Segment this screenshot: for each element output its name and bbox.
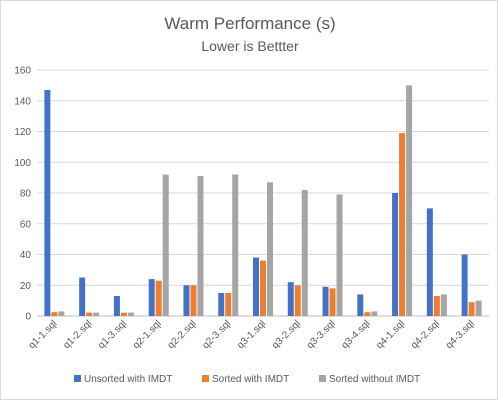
- y-tick-label: 160: [14, 66, 31, 77]
- x-tick-label: q4-3.sql: [444, 318, 477, 351]
- bar: [371, 311, 378, 316]
- x-tick-label: q2-2.sql: [166, 318, 199, 351]
- bar: [364, 312, 371, 316]
- y-tick-label: 0: [25, 312, 31, 323]
- x-tick-label: q1-2.sql: [61, 318, 94, 351]
- bar: [79, 277, 86, 316]
- x-tick-label: q4-1.sql: [374, 318, 407, 351]
- bar: [232, 174, 239, 316]
- bar: [468, 302, 475, 316]
- bar: [267, 182, 273, 316]
- x-tick-label: q3-3.sql: [305, 318, 338, 351]
- legend-label: Sorted without IMDT: [329, 374, 420, 385]
- gridlines: [37, 69, 489, 317]
- x-tick-label: q2-1.sql: [131, 318, 164, 351]
- bar: [260, 260, 266, 316]
- bar: [475, 300, 482, 316]
- bar: [51, 312, 58, 316]
- legend-label: Unsorted with IMDT: [84, 374, 172, 385]
- x-tick-label: q1-1.sql: [27, 318, 60, 351]
- bar: [225, 292, 232, 316]
- bar: [392, 193, 399, 316]
- x-tick-label: q3-1.sql: [235, 318, 268, 351]
- bar: [253, 257, 259, 316]
- bar: [426, 208, 433, 316]
- x-tick-label: q1-3.sql: [96, 318, 129, 351]
- y-tick-label: 60: [20, 219, 32, 230]
- bar: [433, 296, 440, 316]
- x-tick-label: q3-2.sql: [270, 318, 303, 351]
- bars: [44, 85, 482, 316]
- bar: [440, 294, 447, 316]
- bar: [336, 194, 343, 316]
- x-axis-ticks: q1-1.sql q1-2.sql q1-3.sql q2-1.sql q2-2.sql…: [27, 318, 477, 351]
- bar: [357, 294, 364, 316]
- bar: [155, 280, 162, 316]
- y-tick-label: 40: [20, 250, 32, 261]
- y-tick-label: 20: [20, 281, 32, 292]
- legend-swatch: [74, 375, 81, 382]
- bar: [322, 286, 329, 316]
- bar: [127, 312, 134, 316]
- bar: [86, 312, 93, 316]
- bar: [44, 89, 51, 316]
- y-tick-label: 120: [14, 127, 31, 138]
- legend-item: Sorted with IMDT: [202, 374, 289, 385]
- bar: [301, 189, 308, 316]
- legend-item: Unsorted with IMDT: [74, 374, 172, 385]
- x-tick-label: q3-4.sql: [339, 318, 372, 351]
- legend-item: Sorted without IMDT: [319, 374, 420, 385]
- bar: [93, 312, 100, 316]
- chart-title: Warm Performance (s): [164, 14, 335, 33]
- legend-swatch: [202, 375, 209, 382]
- bar: [113, 296, 120, 316]
- bar: [148, 279, 155, 316]
- bar: [294, 285, 301, 316]
- bar: [461, 254, 468, 316]
- bar: [162, 174, 169, 316]
- bar: [120, 312, 127, 316]
- y-tick-label: 100: [14, 158, 31, 169]
- x-tick-label: q2-3.sql: [200, 318, 233, 351]
- bar: [183, 285, 190, 316]
- y-tick-label: 80: [20, 189, 32, 200]
- bar: [197, 176, 204, 316]
- legend-swatch: [319, 375, 326, 382]
- y-axis-ticks: 0 20 40 60 80 100 120 140 160: [14, 66, 31, 323]
- legend-label: Sorted with IMDT: [212, 374, 289, 385]
- bar: [58, 311, 65, 316]
- legend: Unsorted with IMDT Sorted with IMDT Sorted…: [74, 374, 420, 385]
- y-tick-label: 140: [14, 96, 31, 107]
- chart-subtitle: Lower is Bettter: [201, 38, 299, 54]
- bar: [329, 288, 336, 316]
- bar: [190, 285, 197, 316]
- x-tick-label: q4-2.sql: [409, 318, 442, 351]
- bar: [287, 282, 294, 316]
- bar: [406, 85, 413, 316]
- bar: [218, 292, 225, 316]
- bar: [399, 133, 406, 316]
